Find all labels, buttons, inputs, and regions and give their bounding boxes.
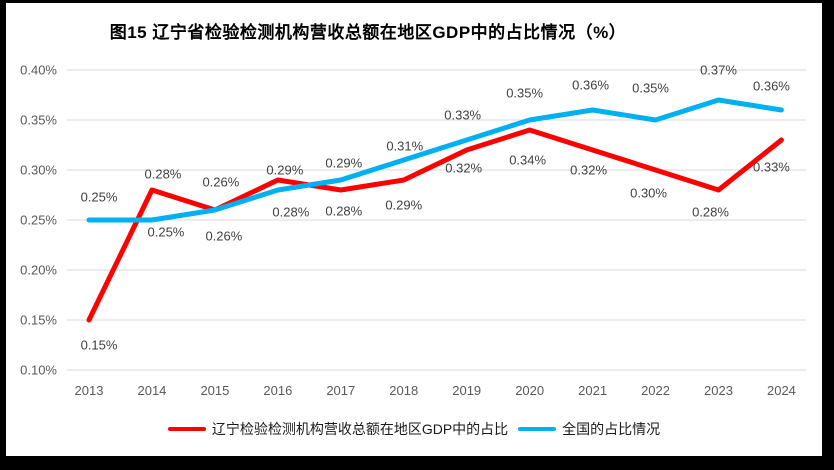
data-label: 0.35% xyxy=(506,86,543,101)
data-label: 0.33% xyxy=(444,108,481,123)
data-label: 0.32% xyxy=(445,161,482,176)
data-label: 0.26% xyxy=(202,175,239,190)
legend-item-liaoning: 辽宁检验检测机构营收总额在地区GDP中的占比 xyxy=(167,419,509,439)
y-tick-label: 0.40% xyxy=(20,63,57,78)
data-label: 0.33% xyxy=(753,160,790,175)
legend: 辽宁检验检测机构营收总额在地区GDP中的占比 全国的占比情况 xyxy=(6,418,822,440)
data-label: 0.32% xyxy=(570,163,607,178)
frame-border-bottom xyxy=(0,456,834,470)
data-label: 0.36% xyxy=(753,79,790,94)
frame-border-left xyxy=(0,0,6,470)
y-tick-label: 0.10% xyxy=(20,363,57,378)
y-tick-label: 0.35% xyxy=(20,113,57,128)
x-tick-label: 2017 xyxy=(326,383,355,398)
data-label: 0.30% xyxy=(630,186,667,201)
data-label: 0.28% xyxy=(325,204,362,219)
frame-border-right xyxy=(822,0,834,470)
y-tick-label: 0.25% xyxy=(20,213,57,228)
chart-title: 图15 辽宁省检验检测机构营收总额在地区GDP中的占比情况（%） xyxy=(109,23,627,42)
data-label: 0.34% xyxy=(509,153,546,168)
data-label: 0.37% xyxy=(700,63,737,78)
legend-label-national: 全国的占比情况 xyxy=(562,421,661,437)
data-label: 0.25% xyxy=(81,190,118,205)
data-label: 0.28% xyxy=(145,167,182,182)
data-label: 0.25% xyxy=(148,225,185,240)
data-label: 0.15% xyxy=(81,338,118,353)
data-label: 0.26% xyxy=(205,229,242,244)
frame-border-top xyxy=(0,0,834,3)
x-tick-label: 2020 xyxy=(515,383,544,398)
legend-swatch-national-icon xyxy=(518,427,557,431)
data-label: 0.28% xyxy=(692,205,729,220)
data-label: 0.35% xyxy=(632,81,669,96)
legend-item-national: 全国的占比情况 xyxy=(518,419,660,439)
legend-swatch-liaoning-icon xyxy=(167,427,206,431)
series-line-national xyxy=(86,97,784,223)
x-tick-label: 2021 xyxy=(578,383,607,398)
x-tick-label: 2023 xyxy=(704,383,733,398)
x-tick-label: 2014 xyxy=(137,383,166,398)
data-label: 0.31% xyxy=(386,139,423,154)
y-tick-label: 0.30% xyxy=(20,163,57,178)
x-tick-label: 2013 xyxy=(75,383,104,398)
data-label: 0.29% xyxy=(266,163,303,178)
legend-label-liaoning: 辽宁检验检测机构营收总额在地区GDP中的占比 xyxy=(211,421,509,437)
x-tick-label: 2018 xyxy=(389,383,418,398)
x-tick-label: 2019 xyxy=(452,383,481,398)
x-tick-label: 2024 xyxy=(767,383,796,398)
x-tick-label: 2016 xyxy=(263,383,292,398)
data-label: 0.28% xyxy=(272,205,309,220)
data-label: 0.36% xyxy=(572,78,609,93)
y-tick-label: 0.20% xyxy=(20,263,57,278)
series-line-liaoning xyxy=(86,127,784,323)
x-tick-label: 2022 xyxy=(641,383,670,398)
data-label: 0.29% xyxy=(385,198,422,213)
y-tick-label: 0.15% xyxy=(20,313,57,328)
x-tick-label: 2015 xyxy=(200,383,229,398)
data-label: 0.29% xyxy=(325,156,362,171)
